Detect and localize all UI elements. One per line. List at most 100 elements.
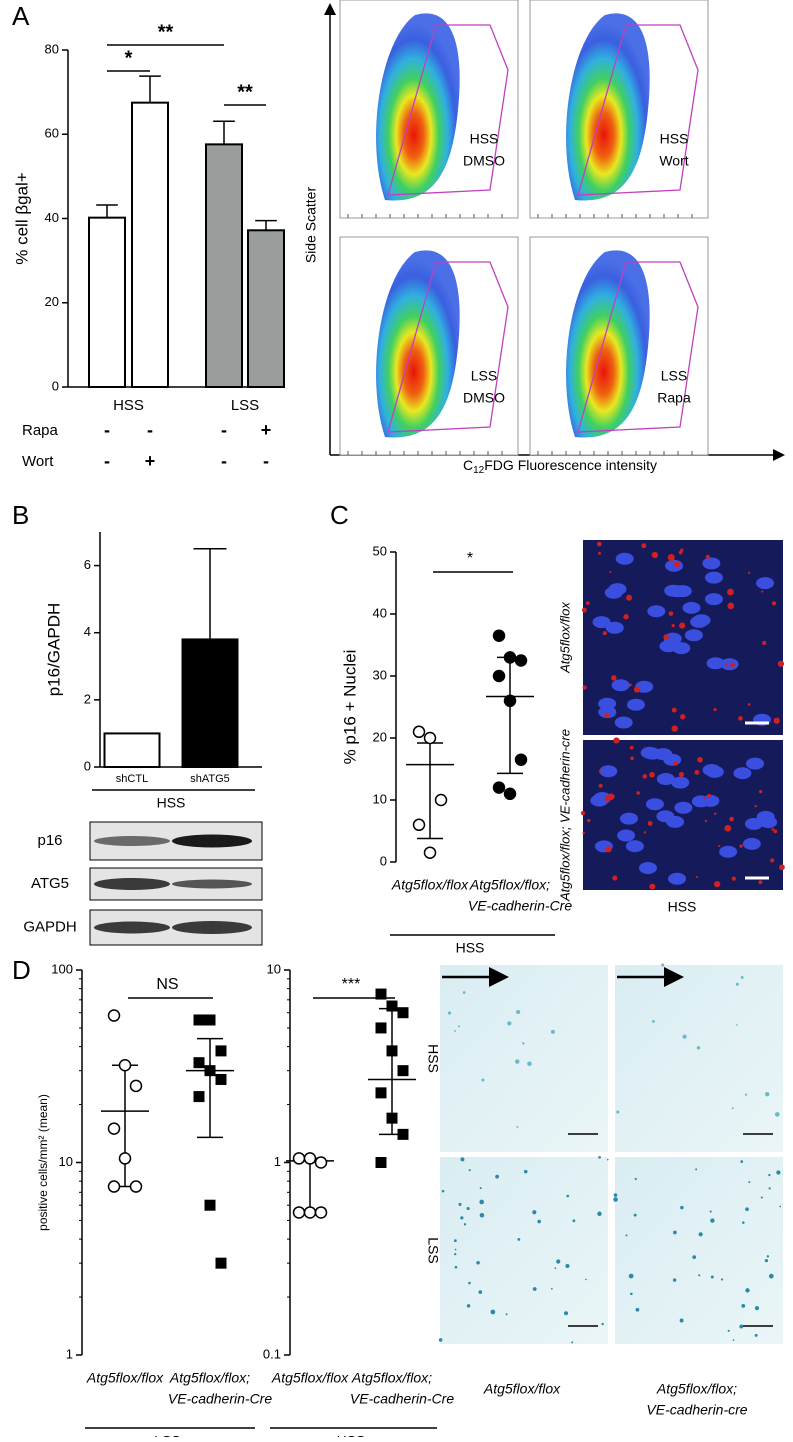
stain — [516, 1125, 519, 1128]
nucleus — [756, 810, 775, 823]
micrograph — [615, 1157, 783, 1344]
nucleus — [654, 748, 673, 761]
blot-band — [94, 878, 170, 890]
stain — [678, 550, 683, 555]
stain — [679, 1318, 684, 1323]
stain — [505, 1313, 508, 1316]
nucleus — [719, 845, 738, 858]
point — [314, 1156, 328, 1169]
nucleus — [590, 794, 609, 807]
y-tick-label: 4 — [84, 624, 91, 639]
condition-label: LSS — [154, 1433, 180, 1437]
stain — [768, 1173, 771, 1177]
stain — [761, 590, 764, 593]
stain — [779, 864, 785, 871]
y-axis-label: % p16 + Nuclei — [340, 650, 359, 765]
nucleus — [668, 872, 687, 885]
stain — [754, 804, 757, 808]
stain — [770, 858, 775, 863]
condition-name: Wort — [22, 453, 54, 470]
significance-label: * — [125, 47, 133, 69]
stain — [709, 1210, 712, 1213]
x-tick-label: VE-cadherin-Cre — [168, 1391, 272, 1407]
point — [375, 1087, 387, 1099]
stain — [527, 1061, 532, 1067]
condition-label: HSS — [337, 1433, 366, 1437]
stain — [613, 1193, 618, 1197]
stain — [616, 1110, 620, 1114]
stain — [607, 793, 615, 800]
nucleus — [592, 616, 611, 629]
y-tick-label: 30 — [373, 667, 387, 682]
stain — [581, 607, 587, 613]
stain — [635, 1307, 640, 1312]
stain — [705, 554, 710, 559]
y-tick-label: 1 — [66, 1346, 73, 1361]
condition-value: - — [221, 451, 227, 471]
stain — [694, 769, 700, 775]
bar — [205, 143, 243, 388]
y-tick-label: 10 — [267, 961, 281, 976]
stain — [466, 1304, 471, 1308]
stain — [454, 1252, 457, 1256]
stain — [698, 1232, 703, 1237]
point — [107, 1009, 121, 1022]
nucleus — [704, 571, 723, 584]
stain — [478, 1290, 483, 1294]
stain — [779, 1205, 782, 1208]
stain — [692, 1255, 697, 1260]
stain — [438, 1338, 443, 1342]
stain — [601, 1322, 604, 1326]
blot-band — [172, 834, 252, 848]
panel-label: A — [12, 1, 30, 31]
stain — [695, 875, 699, 879]
y-tick-label: 40 — [45, 210, 59, 225]
significance-label: ** — [158, 21, 174, 43]
stain — [609, 571, 612, 574]
y-tick-label: 0 — [84, 758, 91, 773]
stain — [673, 761, 678, 766]
stain — [671, 624, 675, 628]
stain — [598, 551, 602, 555]
micrograph-column-label: VE-cadherin-cre — [646, 1402, 747, 1418]
point — [204, 1199, 216, 1211]
point — [292, 1152, 306, 1165]
nucleus — [626, 698, 645, 711]
stain — [738, 716, 743, 721]
stain — [727, 588, 734, 596]
point — [514, 753, 528, 766]
point — [193, 1057, 205, 1069]
nucleus — [614, 716, 633, 729]
stain — [565, 1263, 570, 1269]
point — [434, 793, 448, 807]
stain — [479, 1187, 482, 1190]
stain — [515, 1059, 520, 1064]
nucleus — [625, 840, 644, 853]
stain — [673, 1230, 677, 1235]
stain — [447, 1011, 452, 1015]
condition-label: HSS — [157, 795, 186, 811]
stain — [731, 1107, 734, 1110]
stain — [537, 1219, 541, 1224]
nucleus — [598, 706, 617, 719]
point — [412, 725, 426, 739]
stain — [597, 541, 602, 547]
bar — [131, 101, 169, 388]
stain — [611, 675, 617, 681]
flow-x-label: C12FDG Fluorescence intensity — [463, 457, 657, 476]
stain — [771, 601, 777, 606]
flow-panel-label: HSS — [660, 131, 689, 147]
point — [375, 1022, 387, 1034]
point — [118, 1059, 132, 1072]
blot-band — [172, 921, 252, 934]
point — [503, 651, 517, 664]
stain — [623, 614, 629, 620]
flow-panel-label: LSS — [471, 368, 497, 384]
stain — [771, 827, 775, 831]
stain — [643, 831, 647, 834]
stain — [740, 1160, 744, 1163]
stain — [454, 1248, 457, 1251]
stain — [532, 1287, 537, 1291]
point — [129, 1180, 143, 1193]
y-tick-label: 100 — [51, 961, 73, 976]
